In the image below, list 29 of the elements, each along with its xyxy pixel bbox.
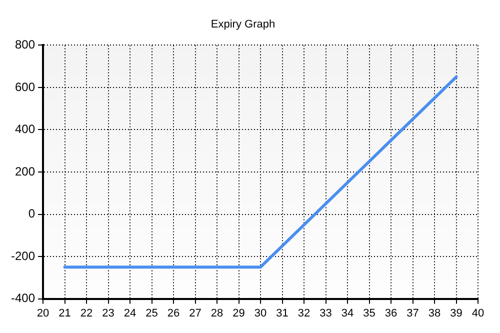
x-tick-label: 34 <box>341 307 354 320</box>
x-tick-label: 36 <box>384 307 398 320</box>
x-tick-label: 27 <box>189 307 202 320</box>
x-tick-label: 22 <box>80 307 93 320</box>
y-tick-label: 600 <box>14 80 36 94</box>
x-tick-label: 20 <box>36 307 50 320</box>
y-tick-label: -400 <box>10 291 36 306</box>
y-tick-label: -200 <box>10 248 36 263</box>
x-tick-label: 37 <box>406 307 419 320</box>
x-tick-label: 28 <box>210 307 224 320</box>
y-tick-label: 0 <box>28 206 36 221</box>
x-tick-label: 21 <box>58 307 71 320</box>
chart-title: Expiry Graph <box>210 18 276 31</box>
x-tick-label: 26 <box>167 307 180 320</box>
x-tick-label: 33 <box>320 307 332 320</box>
y-tick-label: 200 <box>14 164 36 178</box>
x-tick-label: 40 <box>472 307 484 320</box>
x-tick-label: 38 <box>428 307 441 320</box>
x-tick-label: 30 <box>254 307 267 320</box>
x-tick-label: 23 <box>102 307 114 320</box>
x-tick-label: 29 <box>232 307 245 320</box>
y-tick-label: 800 <box>14 38 36 52</box>
x-tick-label: 39 <box>450 307 462 320</box>
x-tick-label: 32 <box>298 307 310 320</box>
x-tick-label: 31 <box>276 307 288 320</box>
x-tick-label: 35 <box>363 307 376 320</box>
y-tick-label: 400 <box>14 122 36 136</box>
x-tick-label: 24 <box>124 307 136 320</box>
x-tick-label: 25 <box>146 307 158 320</box>
